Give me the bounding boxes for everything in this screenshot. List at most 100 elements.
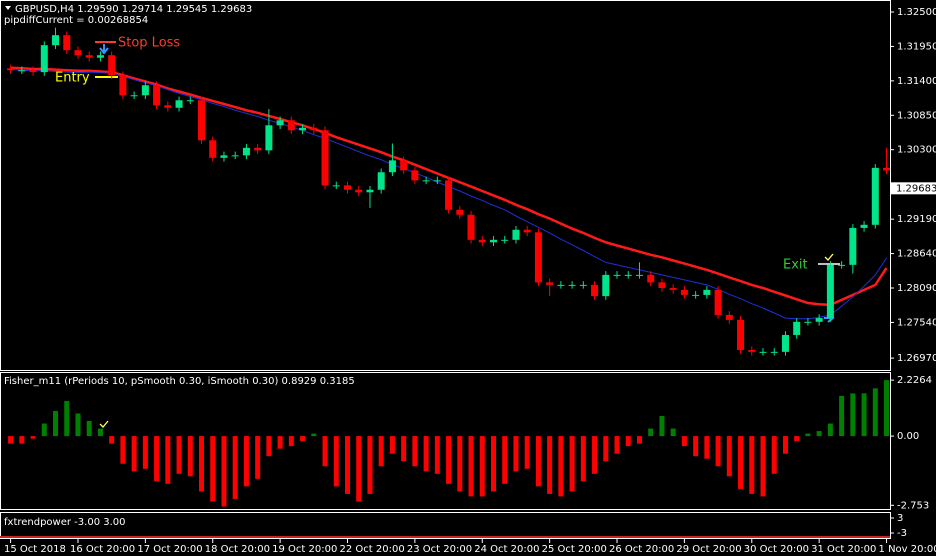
- x-tick-label: 31 Oct 20:00: [811, 544, 876, 555]
- panel-title: Fisher_m11 (rPeriods 10, pSmooth 0.30, i…: [4, 376, 355, 387]
- candle-body: [175, 100, 183, 108]
- symbol-line: GBPUSD,H4 1.29590 1.29714 1.29545 1.2968…: [15, 4, 252, 15]
- candle-body: [692, 294, 700, 296]
- histogram-bar: [97, 428, 103, 437]
- y-tick-label: 1.32500: [897, 7, 936, 18]
- candle-body: [287, 120, 295, 131]
- candle-body: [40, 45, 48, 73]
- histogram-bar: [490, 436, 496, 492]
- candle-body: [209, 140, 217, 158]
- histogram-bar: [266, 436, 272, 457]
- histogram-bar: [243, 436, 249, 487]
- annotation: Exit: [783, 258, 808, 273]
- histogram-bar: [693, 436, 699, 457]
- candle-body: [52, 35, 60, 46]
- candle-body: [725, 314, 733, 320]
- histogram-bar: [603, 436, 609, 462]
- candle-body: [826, 264, 834, 319]
- candle-body: [557, 284, 565, 286]
- histogram-bar: [86, 421, 92, 437]
- annotation: Entry: [55, 71, 90, 86]
- histogram-bar: [232, 436, 238, 499]
- candle-body: [198, 100, 206, 141]
- candle-body: [355, 189, 363, 193]
- candle-body: [445, 180, 453, 210]
- histogram-bar: [805, 433, 811, 437]
- y-tick-label: 1.26970: [897, 353, 936, 364]
- candle-body: [276, 120, 284, 126]
- candle-body: [501, 239, 509, 241]
- candle-body: [388, 160, 396, 173]
- histogram-bar: [861, 393, 867, 437]
- candle-body: [186, 100, 194, 102]
- candle-body: [220, 155, 228, 158]
- histogram-bar: [670, 428, 676, 437]
- candle-body: [63, 35, 71, 51]
- histogram-bar: [715, 436, 721, 467]
- histogram-bar: [704, 436, 710, 459]
- x-tick-label: 26 Oct 20:00: [609, 544, 674, 555]
- candle-body: [332, 185, 340, 187]
- candle-body: [141, 85, 149, 96]
- histogram-bar: [884, 380, 890, 437]
- histogram-bar: [782, 436, 788, 454]
- candle-body: [781, 334, 789, 352]
- histogram-bar: [187, 436, 193, 477]
- y-tick-label: -2.753: [897, 500, 929, 511]
- x-tick-label: 15 Oct 2018: [4, 544, 66, 555]
- histogram-bar: [749, 436, 755, 494]
- candle-body: [714, 289, 722, 315]
- histogram-bar: [154, 436, 160, 482]
- histogram-bar: [300, 436, 306, 442]
- candle-body: [883, 167, 891, 171]
- candle-body: [242, 147, 250, 156]
- histogram-bar: [502, 436, 508, 484]
- histogram-bar: [389, 436, 395, 454]
- candle-body: [579, 284, 587, 286]
- candle-body: [321, 130, 329, 186]
- histogram-bar: [816, 431, 822, 437]
- histogram-bar: [19, 436, 25, 444]
- histogram-bar: [165, 436, 171, 484]
- y-tick-label: 1.31400: [897, 76, 936, 87]
- candle-body: [613, 274, 621, 276]
- histogram-bar: [535, 436, 541, 487]
- histogram-bar: [401, 436, 407, 462]
- candle-body: [680, 289, 688, 295]
- histogram-bar: [423, 436, 429, 472]
- x-tick-label: 16 Oct 20:00: [70, 544, 135, 555]
- candle-body: [74, 50, 82, 56]
- check-icon: [99, 420, 109, 428]
- y-tick-label: 1.29190: [897, 214, 936, 225]
- x-tick-label: 29 Oct 20:00: [676, 544, 741, 555]
- pip-line: pipdiffCurrent = 0.00268854: [4, 15, 148, 26]
- candle-body: [523, 229, 531, 233]
- candle-body: [669, 288, 677, 290]
- histogram-bar: [446, 436, 452, 484]
- candle-body: [849, 227, 857, 265]
- candle-body: [85, 55, 93, 58]
- histogram-bar: [255, 436, 261, 479]
- candle-body: [366, 189, 374, 193]
- y-tick-label: 0.00: [897, 431, 919, 442]
- histogram-bar: [356, 436, 362, 502]
- candle-body: [411, 170, 419, 181]
- histogram-bar: [468, 436, 474, 497]
- x-tick-label: 30 Oct 20:00: [744, 544, 809, 555]
- annotation: Stop Loss: [118, 36, 180, 51]
- y-tick-label: 1.30850: [897, 110, 936, 121]
- candle-body: [871, 167, 879, 225]
- histogram-bar: [333, 436, 339, 487]
- histogram-bar: [592, 436, 598, 474]
- x-tick-label: 1 Nov 20:00: [879, 544, 936, 555]
- histogram-bar: [738, 436, 744, 489]
- histogram-bar: [277, 436, 283, 449]
- candle-body: [546, 282, 554, 285]
- y-tick-label: 1.27540: [897, 317, 936, 328]
- x-tick-label: 23 Oct 20:00: [407, 544, 472, 555]
- x-tick-label: 22 Oct 20:00: [340, 544, 405, 555]
- histogram-bar: [75, 413, 81, 437]
- histogram-bar: [288, 436, 294, 447]
